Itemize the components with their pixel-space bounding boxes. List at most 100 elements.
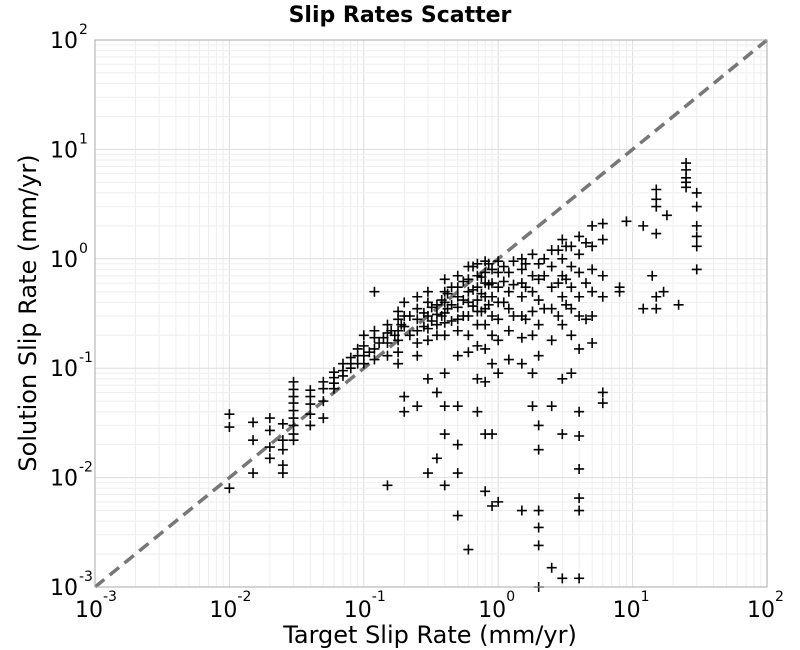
data-point (647, 270, 658, 281)
data-point (446, 316, 457, 327)
data-point (493, 314, 504, 325)
data-point (426, 316, 437, 327)
data-point (553, 278, 564, 289)
data-point (498, 261, 509, 272)
data-point (439, 274, 450, 285)
data-point (493, 282, 504, 293)
data-point (422, 297, 433, 308)
data-point (587, 241, 598, 252)
data-point (566, 330, 577, 341)
data-point (561, 299, 572, 310)
data-point (358, 330, 369, 341)
x-tick-base: 10 (344, 598, 372, 623)
data-point (574, 463, 585, 474)
x-tick-label: 101 (613, 589, 650, 623)
data-point (412, 401, 423, 412)
data-point (580, 314, 591, 325)
y-tick-label: 10 -2 (50, 460, 93, 492)
data-point (476, 288, 487, 299)
data-point (557, 253, 568, 264)
data-point (358, 358, 369, 369)
data-point (493, 267, 504, 278)
data-point (566, 368, 577, 379)
data-point (673, 299, 684, 310)
data-point (345, 363, 356, 374)
x-tick-base: 10 (209, 598, 237, 623)
grid (94, 40, 767, 588)
y-axis-label: Solution Slip Rate (mm/yr) (14, 154, 42, 471)
data-point (472, 406, 483, 417)
data-point (487, 501, 498, 512)
data-point (539, 270, 550, 281)
data-point (487, 429, 498, 440)
data-point (516, 253, 527, 264)
data-point (557, 573, 568, 584)
data-point (574, 311, 585, 322)
data-point (533, 540, 544, 551)
data-point (393, 347, 404, 358)
data-point (597, 270, 608, 281)
y-tick-exponent: -3 (79, 569, 93, 585)
data-point (264, 442, 275, 453)
data-point (533, 319, 544, 330)
data-point (574, 343, 585, 354)
y-tick-exponent: 2 (79, 22, 88, 38)
x-tick-label: 10-3 (75, 589, 117, 623)
x-tick-base: 10 (478, 598, 506, 623)
data-point (480, 376, 491, 387)
data-point (574, 291, 585, 302)
data-point (439, 429, 450, 440)
data-point (452, 439, 463, 450)
data-point (412, 350, 423, 361)
data-point (318, 396, 329, 407)
data-point (681, 182, 692, 193)
data-point (498, 297, 509, 308)
data-point (458, 311, 469, 322)
data-point (264, 453, 275, 464)
x-tick-exponent: -1 (372, 589, 386, 605)
data-point (468, 261, 479, 272)
data-point (498, 276, 509, 287)
data-point (277, 418, 288, 429)
data-point (651, 184, 662, 195)
data-point (404, 330, 415, 341)
x-tick-exponent: -2 (237, 589, 251, 605)
data-point (553, 311, 564, 322)
data-point (691, 201, 702, 212)
data-point (597, 398, 608, 409)
data-point (546, 562, 557, 573)
x-tick-base: 10 (613, 598, 641, 623)
chart-title: Slip Rates Scatter (289, 3, 512, 28)
data-point (520, 258, 531, 269)
y-tick-exponent: 0 (79, 241, 88, 257)
x-axis-label: Target Slip Rate (mm/yr) (282, 621, 577, 649)
data-point (358, 340, 369, 351)
data-point (651, 291, 662, 302)
data-point (574, 406, 585, 417)
data-point (557, 291, 568, 302)
data-point (399, 406, 410, 417)
data-point (597, 234, 608, 245)
data-point (483, 258, 494, 269)
data-point (503, 267, 514, 278)
data-point (382, 350, 393, 361)
data-point (516, 358, 527, 369)
data-point (248, 468, 259, 479)
data-point (638, 303, 649, 314)
data-point (574, 431, 585, 442)
data-point (533, 505, 544, 516)
data-point (527, 249, 538, 260)
data-point (436, 295, 447, 306)
data-point (436, 311, 447, 322)
data-point (516, 291, 527, 302)
data-point (483, 279, 494, 290)
data-point (431, 299, 442, 310)
data-point (557, 319, 568, 330)
data-point (533, 444, 544, 455)
data-point (533, 274, 544, 285)
data-point (561, 241, 572, 252)
data-point (566, 303, 577, 314)
data-point (691, 231, 702, 242)
